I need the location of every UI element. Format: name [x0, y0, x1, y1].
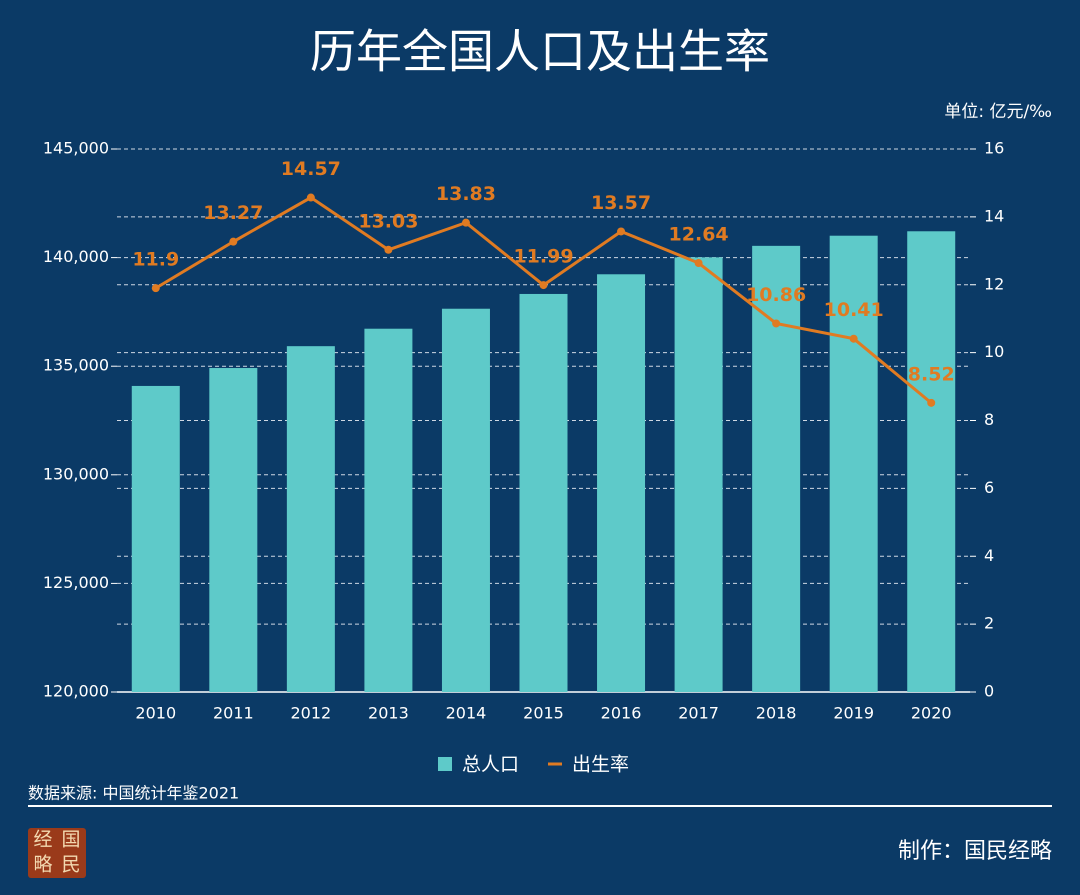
- legend-label: 总人口: [462, 754, 519, 776]
- point: [772, 319, 781, 328]
- chart-title: 历年全国人口及出生率: [310, 25, 770, 79]
- point: [694, 259, 703, 268]
- data-label: 13.83: [436, 183, 496, 205]
- logo-char: 经: [33, 829, 52, 851]
- bar: [829, 235, 878, 692]
- data-label: 13.03: [358, 210, 418, 232]
- bar: [286, 346, 335, 692]
- y-tick-label: 140,000: [43, 247, 109, 266]
- y2-tick-label: 4: [984, 546, 994, 565]
- logo-char: 略: [33, 854, 52, 876]
- y-tick-label: 135,000: [43, 356, 109, 375]
- point: [306, 193, 315, 202]
- bar: [364, 328, 413, 692]
- data-label: 11.9: [132, 249, 179, 271]
- legend-label: 出生率: [572, 754, 629, 776]
- bar: [441, 308, 490, 692]
- y-tick-label: 125,000: [43, 573, 109, 592]
- x-tick-label: 2017: [678, 704, 719, 723]
- point: [384, 245, 393, 254]
- x-tick-label: 2010: [135, 704, 176, 723]
- point: [151, 284, 160, 293]
- x-tick-label: 2013: [368, 704, 409, 723]
- logo-char: 国: [61, 829, 80, 851]
- point: [927, 398, 936, 407]
- y2-tick-label: 10: [984, 342, 1004, 361]
- bar: [907, 231, 956, 692]
- point: [849, 334, 858, 343]
- y2-tick-label: 8: [984, 410, 994, 429]
- bar: [752, 245, 801, 692]
- point: [539, 281, 548, 290]
- x-tick-label: 2012: [291, 704, 332, 723]
- data-label: 13.27: [203, 202, 263, 224]
- x-tick-label: 2015: [523, 704, 564, 723]
- y-tick-label: 130,000: [43, 464, 109, 483]
- bar: [674, 257, 723, 692]
- legend-swatch: [438, 757, 452, 771]
- unit-label: 单位: 亿元/‰: [944, 102, 1052, 122]
- x-tick-label: 2019: [833, 704, 874, 723]
- data-label: 13.57: [591, 192, 651, 214]
- y2-tick-label: 12: [984, 274, 1004, 293]
- y-tick-label: 145,000: [43, 139, 109, 158]
- bar: [209, 368, 258, 692]
- y-tick-label: 120,000: [43, 682, 109, 701]
- y2-tick-label: 16: [984, 139, 1004, 158]
- x-tick-label: 2018: [756, 704, 797, 723]
- bar: [519, 293, 568, 692]
- credit: 制作：国民经略: [898, 839, 1052, 864]
- logo: [28, 828, 86, 878]
- x-tick-label: 2020: [911, 704, 952, 723]
- data-label: 10.86: [746, 284, 806, 306]
- y2-tick-label: 0: [984, 682, 994, 701]
- bar: [131, 385, 180, 692]
- logo-char: 民: [61, 854, 80, 876]
- x-tick-label: 2011: [213, 704, 254, 723]
- point: [461, 218, 470, 227]
- bar: [597, 274, 646, 692]
- x-tick-label: 2016: [601, 704, 642, 723]
- source: 数据来源: 中国统计年鉴2021: [28, 784, 239, 803]
- x-tick-label: 2014: [446, 704, 487, 723]
- data-label: 14.57: [281, 158, 341, 180]
- point: [229, 237, 238, 246]
- data-label: 8.52: [908, 363, 955, 385]
- y2-tick-label: 14: [984, 206, 1004, 225]
- data-label: 10.41: [824, 299, 884, 321]
- y2-tick-label: 2: [984, 614, 994, 633]
- y2-tick-label: 6: [984, 478, 994, 497]
- data-label: 12.64: [669, 224, 729, 246]
- point: [617, 227, 626, 236]
- data-label: 11.99: [513, 246, 573, 268]
